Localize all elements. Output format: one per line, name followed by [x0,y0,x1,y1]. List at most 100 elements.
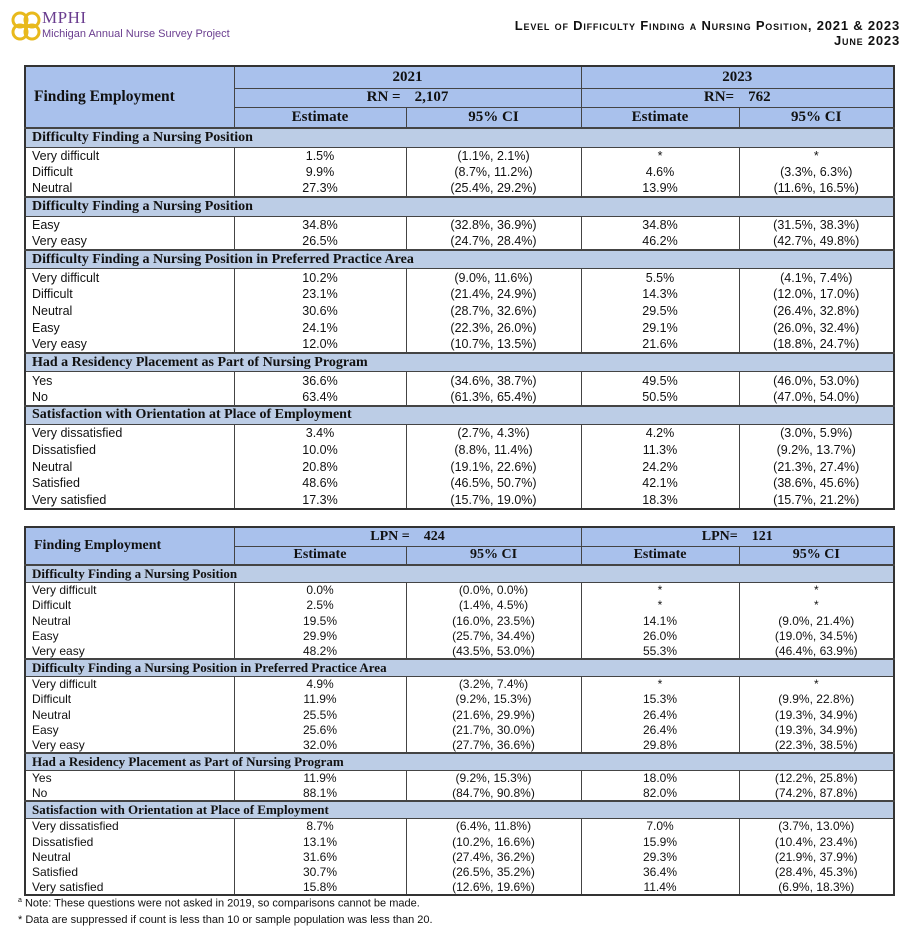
cell-value: 36.4% [580,864,740,880]
cell-value: 20.8% [233,458,407,475]
cell-value: 15.8% [233,879,407,896]
column-header: 95% CI [405,545,582,566]
table-body: Finding Employment LPN = 424 LPN= 121 Estimat… [24,526,895,896]
cell-value: * [738,147,895,164]
section-row: Difficulty Finding a Nursing Position in… [24,248,895,270]
row-label: Very satisfied [24,879,235,896]
cell-value: (46.4%, 63.9%) [738,643,895,659]
sample-label: LPN= [701,528,738,544]
row-label: Satisfied [24,864,235,880]
cell-value: (1.1%, 2.1%) [405,147,582,164]
cell-value: (22.3%, 38.5%) [738,737,895,753]
data-row: Very easy 48.2% (43.5%, 53.0%) 55.3% (46.4%,… [24,643,895,659]
section-title: Had a Residency Placement as Part of Nur… [24,351,895,373]
cell-value: 7.0% [580,818,740,834]
cell-value: 2.5% [233,597,407,614]
row-label: Difficult [24,285,235,303]
cell-value: 3.4% [233,424,407,442]
section-row: Satisfaction with Orientation at Place o… [24,800,895,820]
cell-value: (12.2%, 25.8%) [738,770,895,786]
cell-value: 24.1% [233,319,407,337]
cell-value: (61.3%, 65.4%) [405,388,582,406]
cell-value: 26.4% [580,722,740,738]
cell-value: 50.5% [580,388,740,406]
cell-value: * [580,582,740,598]
row-label: Neutral [24,613,235,629]
cell-value: 12.0% [233,336,407,353]
section-row: Difficulty Finding a Nursing Position in… [24,658,895,677]
cell-value: 4.2% [580,424,740,442]
cell-value: 29.1% [580,319,740,337]
section-row: Had a Residency Placement as Part of Nur… [24,751,895,771]
column-header: Estimate [580,545,740,566]
cell-value: (3.3%, 6.3%) [738,163,895,181]
header-row: Finding Employment LPN = 424 LPN= 121 [24,526,895,566]
cell-value: (9.2%, 13.7%) [738,441,895,459]
data-row: Satisfied 30.7% (26.5%, 35.2%) 36.4% (28.4%,… [24,864,895,880]
data-row: Neutral 31.6% (27.4%, 36.2%) 29.3% (21.9%, 3… [24,849,895,865]
column-header: Estimate [233,545,407,566]
cell-value: 26.5% [233,233,407,250]
cell-value: (34.6%, 38.7%) [405,371,582,389]
cell-value: 36.6% [233,371,407,389]
cell-value: 34.8% [233,216,407,234]
sample-header: LPN = 424 [233,526,582,547]
row-label: Difficult [24,691,235,708]
cell-value: 8.7% [233,818,407,834]
cell-value: (46.5%, 50.7%) [405,474,582,492]
sample-label: RN = [366,89,401,105]
data-row: No 88.1% (84.7%, 90.8%) 82.0% (74.2%, 87.8%) [24,785,895,802]
cell-value: (9.0%, 21.4%) [738,613,895,629]
row-label: Very difficult [24,582,235,598]
row-label: Very dissatisfied [24,424,235,442]
row-label: Dissatisfied [24,833,235,850]
cell-value: 10.0% [233,441,407,459]
cell-value: 23.1% [233,285,407,303]
cell-value: 14.3% [580,285,740,303]
data-row: Satisfied 48.6% (46.5%, 50.7%) 42.1% (38.6%,… [24,474,895,492]
cell-value: (9.0%, 11.6%) [405,268,582,286]
row-label: Very difficult [24,676,235,692]
section-title: Difficulty Finding a Nursing Position [24,564,895,583]
data-row: Neutral 30.6% (28.7%, 32.6%) 29.5% (26.4%, 3… [24,302,895,320]
cell-value: (19.3%, 34.9%) [738,722,895,738]
cell-value: (9.2%, 15.3%) [405,770,582,786]
row-label: Satisfied [24,474,235,492]
cell-value: (21.7%, 30.0%) [405,722,582,738]
cell-value: (24.7%, 28.4%) [405,233,582,250]
cell-value: (6.9%, 18.3%) [738,879,895,896]
year-header: 2021 [233,65,582,89]
data-row: Very dissatisfied 8.7% (6.4%, 11.8%) 7.0% (3… [24,818,895,834]
row-label: No [24,388,235,406]
header-row: Finding Employment 2021 2023 [24,65,895,129]
cell-value: 46.2% [580,233,740,250]
row-label: Neutral [24,458,235,475]
cell-value: (8.7%, 11.2%) [405,163,582,181]
cell-value: 63.4% [233,388,407,406]
row-label: Very easy [24,737,235,753]
row-label: Easy [24,216,235,234]
data-row: Easy 29.9% (25.7%, 34.4%) 26.0% (19.0%, 34.5… [24,628,895,644]
cell-value: (6.4%, 11.8%) [405,818,582,834]
data-row: Neutral 20.8% (19.1%, 22.6%) 24.2% (21.3%, 2… [24,458,895,475]
header-row: Estimate 95% CI Estimate 95% CI [25,545,895,566]
cell-value: 26.0% [580,628,740,644]
cell-value: (18.8%, 24.7%) [738,336,895,353]
data-row: Dissatisfied 13.1% (10.2%, 16.6%) 15.9% (10.… [24,833,895,850]
sample-header: RN = 2,107 [233,87,582,108]
cell-value: (10.2%, 16.6%) [405,833,582,850]
cell-value: (15.7%, 19.0%) [405,491,582,509]
cell-value: (42.7%, 49.8%) [738,233,895,250]
cell-value: 27.3% [233,180,407,198]
cell-value: (9.9%, 22.8%) [738,691,895,708]
cell-value: (12.6%, 19.6%) [405,879,582,896]
row-label: Dissatisfied [24,441,235,459]
cell-value: (84.7%, 90.8%) [405,785,582,802]
cell-value: 32.0% [233,737,407,753]
cell-value: (25.4%, 29.2%) [405,180,582,198]
cell-value: (21.3%, 27.4%) [738,458,895,475]
cell-value: 11.9% [233,691,407,708]
section-title: Difficulty Finding a Nursing Position in… [24,658,895,677]
logo [11,11,41,41]
cell-value: * [580,676,740,692]
